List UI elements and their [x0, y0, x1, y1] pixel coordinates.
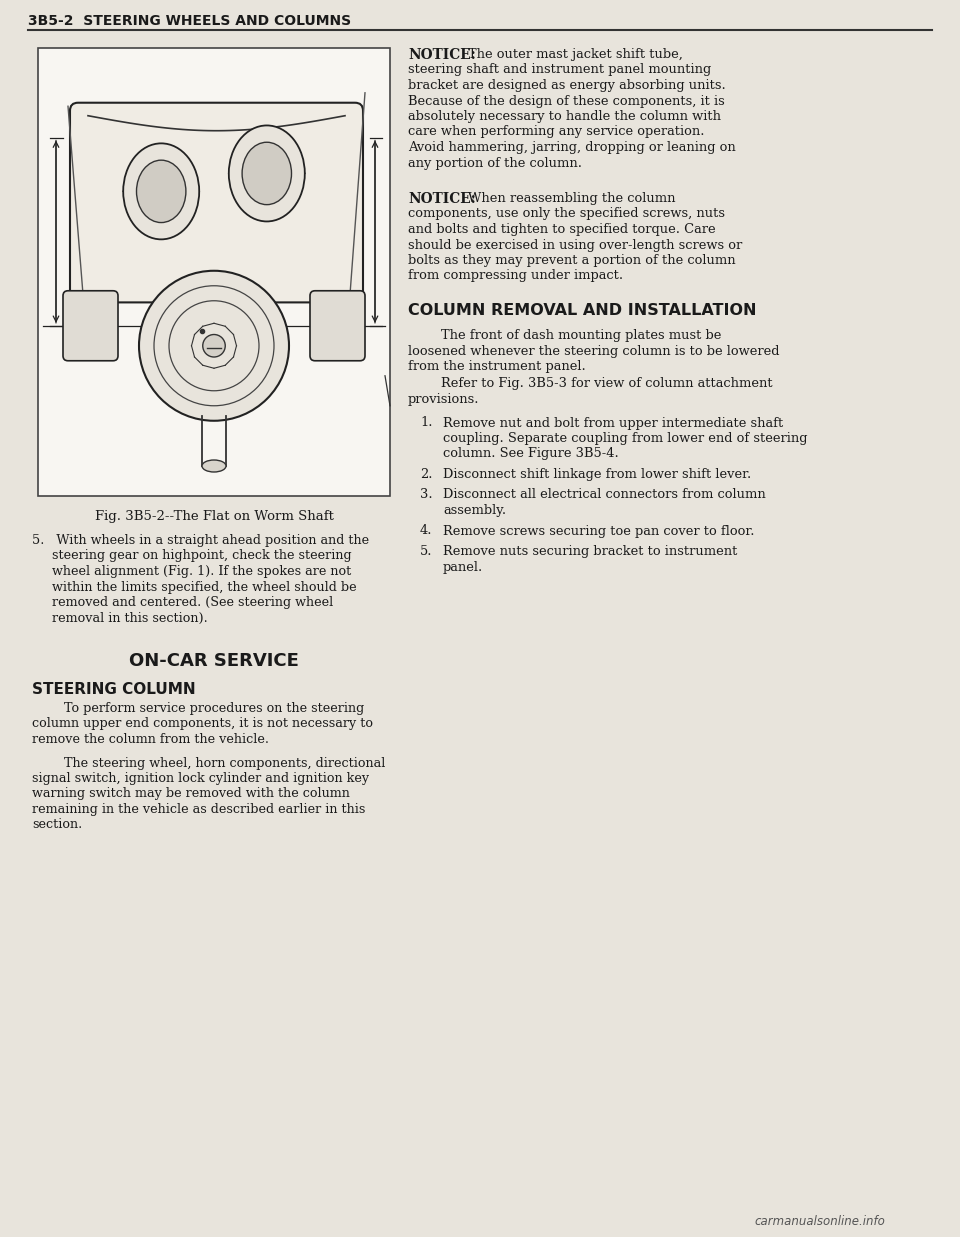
Text: NOTICE:: NOTICE:	[408, 48, 476, 62]
Text: removed and centered. (See steering wheel: removed and centered. (See steering whee…	[32, 596, 333, 609]
Text: bolts as they may prevent a portion of the column: bolts as they may prevent a portion of t…	[408, 254, 735, 267]
Text: provisions.: provisions.	[408, 393, 479, 406]
Text: Fig. 3B5-2--The Flat on Worm Shaft: Fig. 3B5-2--The Flat on Worm Shaft	[95, 510, 333, 523]
Text: loosened whenever the steering column is to be lowered: loosened whenever the steering column is…	[408, 344, 780, 357]
Text: absolutely necessary to handle the column with: absolutely necessary to handle the colum…	[408, 110, 721, 122]
Ellipse shape	[123, 143, 200, 240]
Text: Disconnect all electrical connectors from column: Disconnect all electrical connectors fro…	[443, 489, 766, 501]
Text: Because of the design of these components, it is: Because of the design of these component…	[408, 94, 725, 108]
Text: signal switch, ignition lock cylinder and ignition key: signal switch, ignition lock cylinder an…	[32, 772, 370, 785]
Text: any portion of the column.: any portion of the column.	[408, 157, 582, 169]
FancyBboxPatch shape	[63, 291, 118, 361]
Text: The front of dash mounting plates must be: The front of dash mounting plates must b…	[408, 329, 721, 341]
Text: removal in this section).: removal in this section).	[32, 611, 207, 625]
Text: 4.: 4.	[420, 524, 433, 538]
Text: 5.: 5.	[420, 546, 433, 558]
Ellipse shape	[136, 160, 186, 223]
Text: The outer mast jacket shift tube,: The outer mast jacket shift tube,	[468, 48, 683, 61]
FancyBboxPatch shape	[70, 103, 363, 302]
Text: 3B5-2  STEERING WHEELS AND COLUMNS: 3B5-2 STEERING WHEELS AND COLUMNS	[28, 14, 351, 28]
Text: column upper end components, it is not necessary to: column upper end components, it is not n…	[32, 717, 373, 731]
Text: When reassembling the column: When reassembling the column	[468, 192, 676, 205]
FancyBboxPatch shape	[310, 291, 365, 361]
Circle shape	[203, 334, 226, 357]
Text: 2.: 2.	[420, 468, 433, 481]
Circle shape	[139, 271, 289, 421]
Text: steering gear on highpoint, check the steering: steering gear on highpoint, check the st…	[32, 549, 351, 563]
Bar	[38, 48, 390, 496]
Text: Remove nut and bolt from upper intermediate shaft: Remove nut and bolt from upper intermedi…	[443, 417, 783, 429]
Text: wheel alignment (Fig. 1). If the spokes are not: wheel alignment (Fig. 1). If the spokes …	[32, 565, 351, 578]
Text: within the limits specified, the wheel should be: within the limits specified, the wheel s…	[32, 580, 356, 594]
Text: STEERING COLUMN: STEERING COLUMN	[32, 682, 196, 696]
Ellipse shape	[202, 460, 226, 473]
Text: remaining in the vehicle as described earlier in this: remaining in the vehicle as described ea…	[32, 803, 366, 816]
Text: To perform service procedures on the steering: To perform service procedures on the ste…	[32, 703, 364, 715]
Text: Disconnect shift linkage from lower shift lever.: Disconnect shift linkage from lower shif…	[443, 468, 752, 481]
Text: and bolts and tighten to specified torque. Care: and bolts and tighten to specified torqu…	[408, 223, 715, 236]
Text: NOTICE:: NOTICE:	[408, 192, 476, 207]
Text: 3.: 3.	[420, 489, 433, 501]
Text: Avoid hammering, jarring, dropping or leaning on: Avoid hammering, jarring, dropping or le…	[408, 141, 735, 153]
Text: The steering wheel, horn components, directional: The steering wheel, horn components, dir…	[32, 757, 385, 769]
Text: ON-CAR SERVICE: ON-CAR SERVICE	[129, 652, 299, 670]
Text: panel.: panel.	[443, 560, 483, 574]
Text: coupling. Separate coupling from lower end of steering: coupling. Separate coupling from lower e…	[443, 432, 807, 445]
Text: remove the column from the vehicle.: remove the column from the vehicle.	[32, 734, 269, 746]
Text: care when performing any service operation.: care when performing any service operati…	[408, 125, 705, 139]
Text: Remove screws securing toe pan cover to floor.: Remove screws securing toe pan cover to …	[443, 524, 755, 538]
Text: from the instrument panel.: from the instrument panel.	[408, 360, 586, 374]
Ellipse shape	[242, 142, 292, 204]
Text: column. See Figure 3B5-4.: column. See Figure 3B5-4.	[443, 448, 619, 460]
Text: Remove nuts securing bracket to instrument: Remove nuts securing bracket to instrume…	[443, 546, 737, 558]
Text: 5.   With wheels in a straight ahead position and the: 5. With wheels in a straight ahead posit…	[32, 534, 370, 547]
Text: warning switch may be removed with the column: warning switch may be removed with the c…	[32, 788, 349, 800]
Text: section.: section.	[32, 819, 83, 831]
Text: from compressing under impact.: from compressing under impact.	[408, 270, 623, 282]
Text: COLUMN REMOVAL AND INSTALLATION: COLUMN REMOVAL AND INSTALLATION	[408, 303, 756, 318]
Text: components, use only the specified screws, nuts: components, use only the specified screw…	[408, 208, 725, 220]
Text: steering shaft and instrument panel mounting: steering shaft and instrument panel moun…	[408, 63, 711, 77]
Text: 1.: 1.	[420, 417, 433, 429]
Text: should be exercised in using over-length screws or: should be exercised in using over-length…	[408, 239, 742, 251]
Ellipse shape	[228, 125, 305, 221]
Text: Refer to Fig. 3B5-3 for view of column attachment: Refer to Fig. 3B5-3 for view of column a…	[408, 377, 773, 391]
Text: assembly.: assembly.	[443, 503, 506, 517]
Text: bracket are designed as energy absorbing units.: bracket are designed as energy absorbing…	[408, 79, 726, 92]
Text: carmanualsonline.info: carmanualsonline.info	[755, 1215, 885, 1228]
